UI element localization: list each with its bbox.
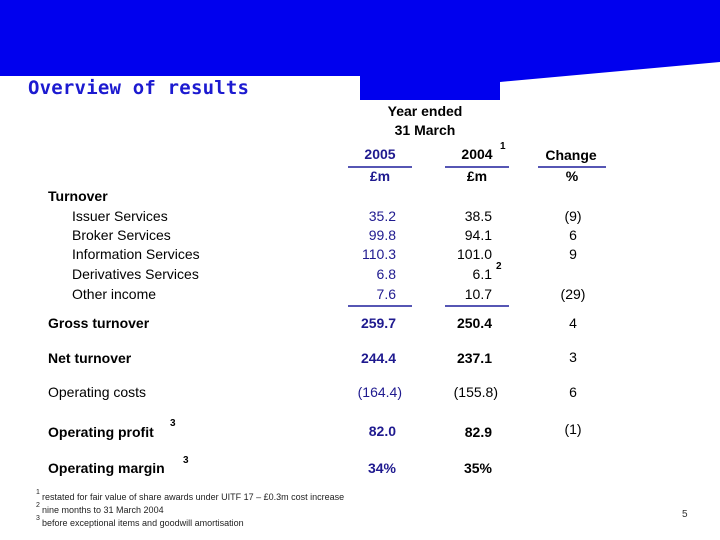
- value-2004: 94.1: [464, 227, 492, 243]
- footnote-ref: 3: [170, 418, 176, 429]
- column-2004-footnote-ref: 1: [500, 141, 506, 152]
- change-value: (29): [560, 286, 586, 302]
- footnote-number: 2: [36, 502, 40, 509]
- row-label: Derivatives Services: [72, 266, 199, 282]
- value-2005: 6.8: [376, 266, 396, 282]
- change-column-rule: [538, 166, 606, 168]
- value-2005: 82.0: [368, 423, 396, 439]
- value-2004: 101.0: [456, 246, 492, 262]
- value-2005: 7.6: [376, 286, 396, 302]
- value-2005: 34%: [367, 460, 396, 476]
- page-number: 5: [682, 509, 688, 520]
- value-2004: 237.1: [456, 350, 492, 366]
- change-value: 9: [569, 246, 577, 262]
- unit-2005: £m: [369, 168, 391, 184]
- column-2004-heading: 2004: [461, 146, 493, 162]
- row-label: Issuer Services: [72, 208, 168, 224]
- footnote-text: before exceptional items and goodwill am…: [42, 518, 244, 528]
- column-2004-rule: [445, 166, 509, 168]
- value-2004: 82.9: [464, 424, 492, 440]
- footnote-text: restated for fair value of share awards …: [42, 492, 345, 502]
- row-label: Operating costs: [48, 384, 147, 400]
- row-label: Operating margin: [48, 460, 165, 476]
- value-2005: 244.4: [360, 350, 396, 366]
- header-banner: [0, 0, 720, 100]
- value-2004: 38.5: [464, 208, 492, 224]
- date-heading: 31 March: [394, 122, 456, 138]
- footnote-ref: 3: [183, 455, 189, 466]
- row-label: Other income: [72, 286, 157, 302]
- value-2005: (164.4): [357, 384, 402, 400]
- row-label: Gross turnover: [48, 315, 150, 331]
- page-title: Overview of results: [28, 77, 250, 99]
- footnote-ref: 2: [496, 261, 502, 272]
- column-2005-rule: [348, 166, 412, 168]
- footnote-text: nine months to 31 March 2004: [42, 505, 164, 515]
- footnote-number: 3: [36, 515, 40, 522]
- row-label: Information Services: [72, 246, 200, 262]
- value-2004: (155.8): [453, 384, 498, 400]
- subtotal-rule-2004: [445, 305, 509, 307]
- value-2004: 35%: [463, 460, 492, 476]
- unit-change: %: [565, 168, 579, 184]
- change-value: 6: [569, 384, 577, 400]
- row-label: Net turnover: [48, 350, 132, 366]
- change-value: 3: [569, 349, 577, 365]
- value-2004: 250.4: [456, 315, 492, 331]
- footnote-number: 1: [36, 489, 40, 496]
- change-value: (9): [564, 208, 582, 224]
- row-label: Broker Services: [72, 227, 171, 243]
- value-2004: 6.1: [472, 266, 492, 282]
- value-2004: 10.7: [464, 286, 492, 302]
- row-label: Operating profit: [48, 424, 154, 440]
- change-column-heading: Change: [545, 147, 597, 163]
- value-2005: 99.8: [368, 227, 396, 243]
- year-ended-heading: Year ended: [387, 103, 463, 119]
- value-2005: 259.7: [360, 315, 396, 331]
- subtotal-rule-2005: [348, 305, 412, 307]
- value-2005: 110.3: [362, 246, 396, 262]
- turnover-section-heading: Turnover: [48, 188, 108, 204]
- unit-2004: £m: [466, 168, 488, 184]
- change-value: 4: [569, 315, 577, 331]
- column-2005-heading: 2005: [364, 146, 396, 162]
- value-2005: 35.2: [368, 208, 396, 224]
- change-value: (1): [564, 421, 582, 437]
- change-value: 6: [569, 227, 577, 243]
